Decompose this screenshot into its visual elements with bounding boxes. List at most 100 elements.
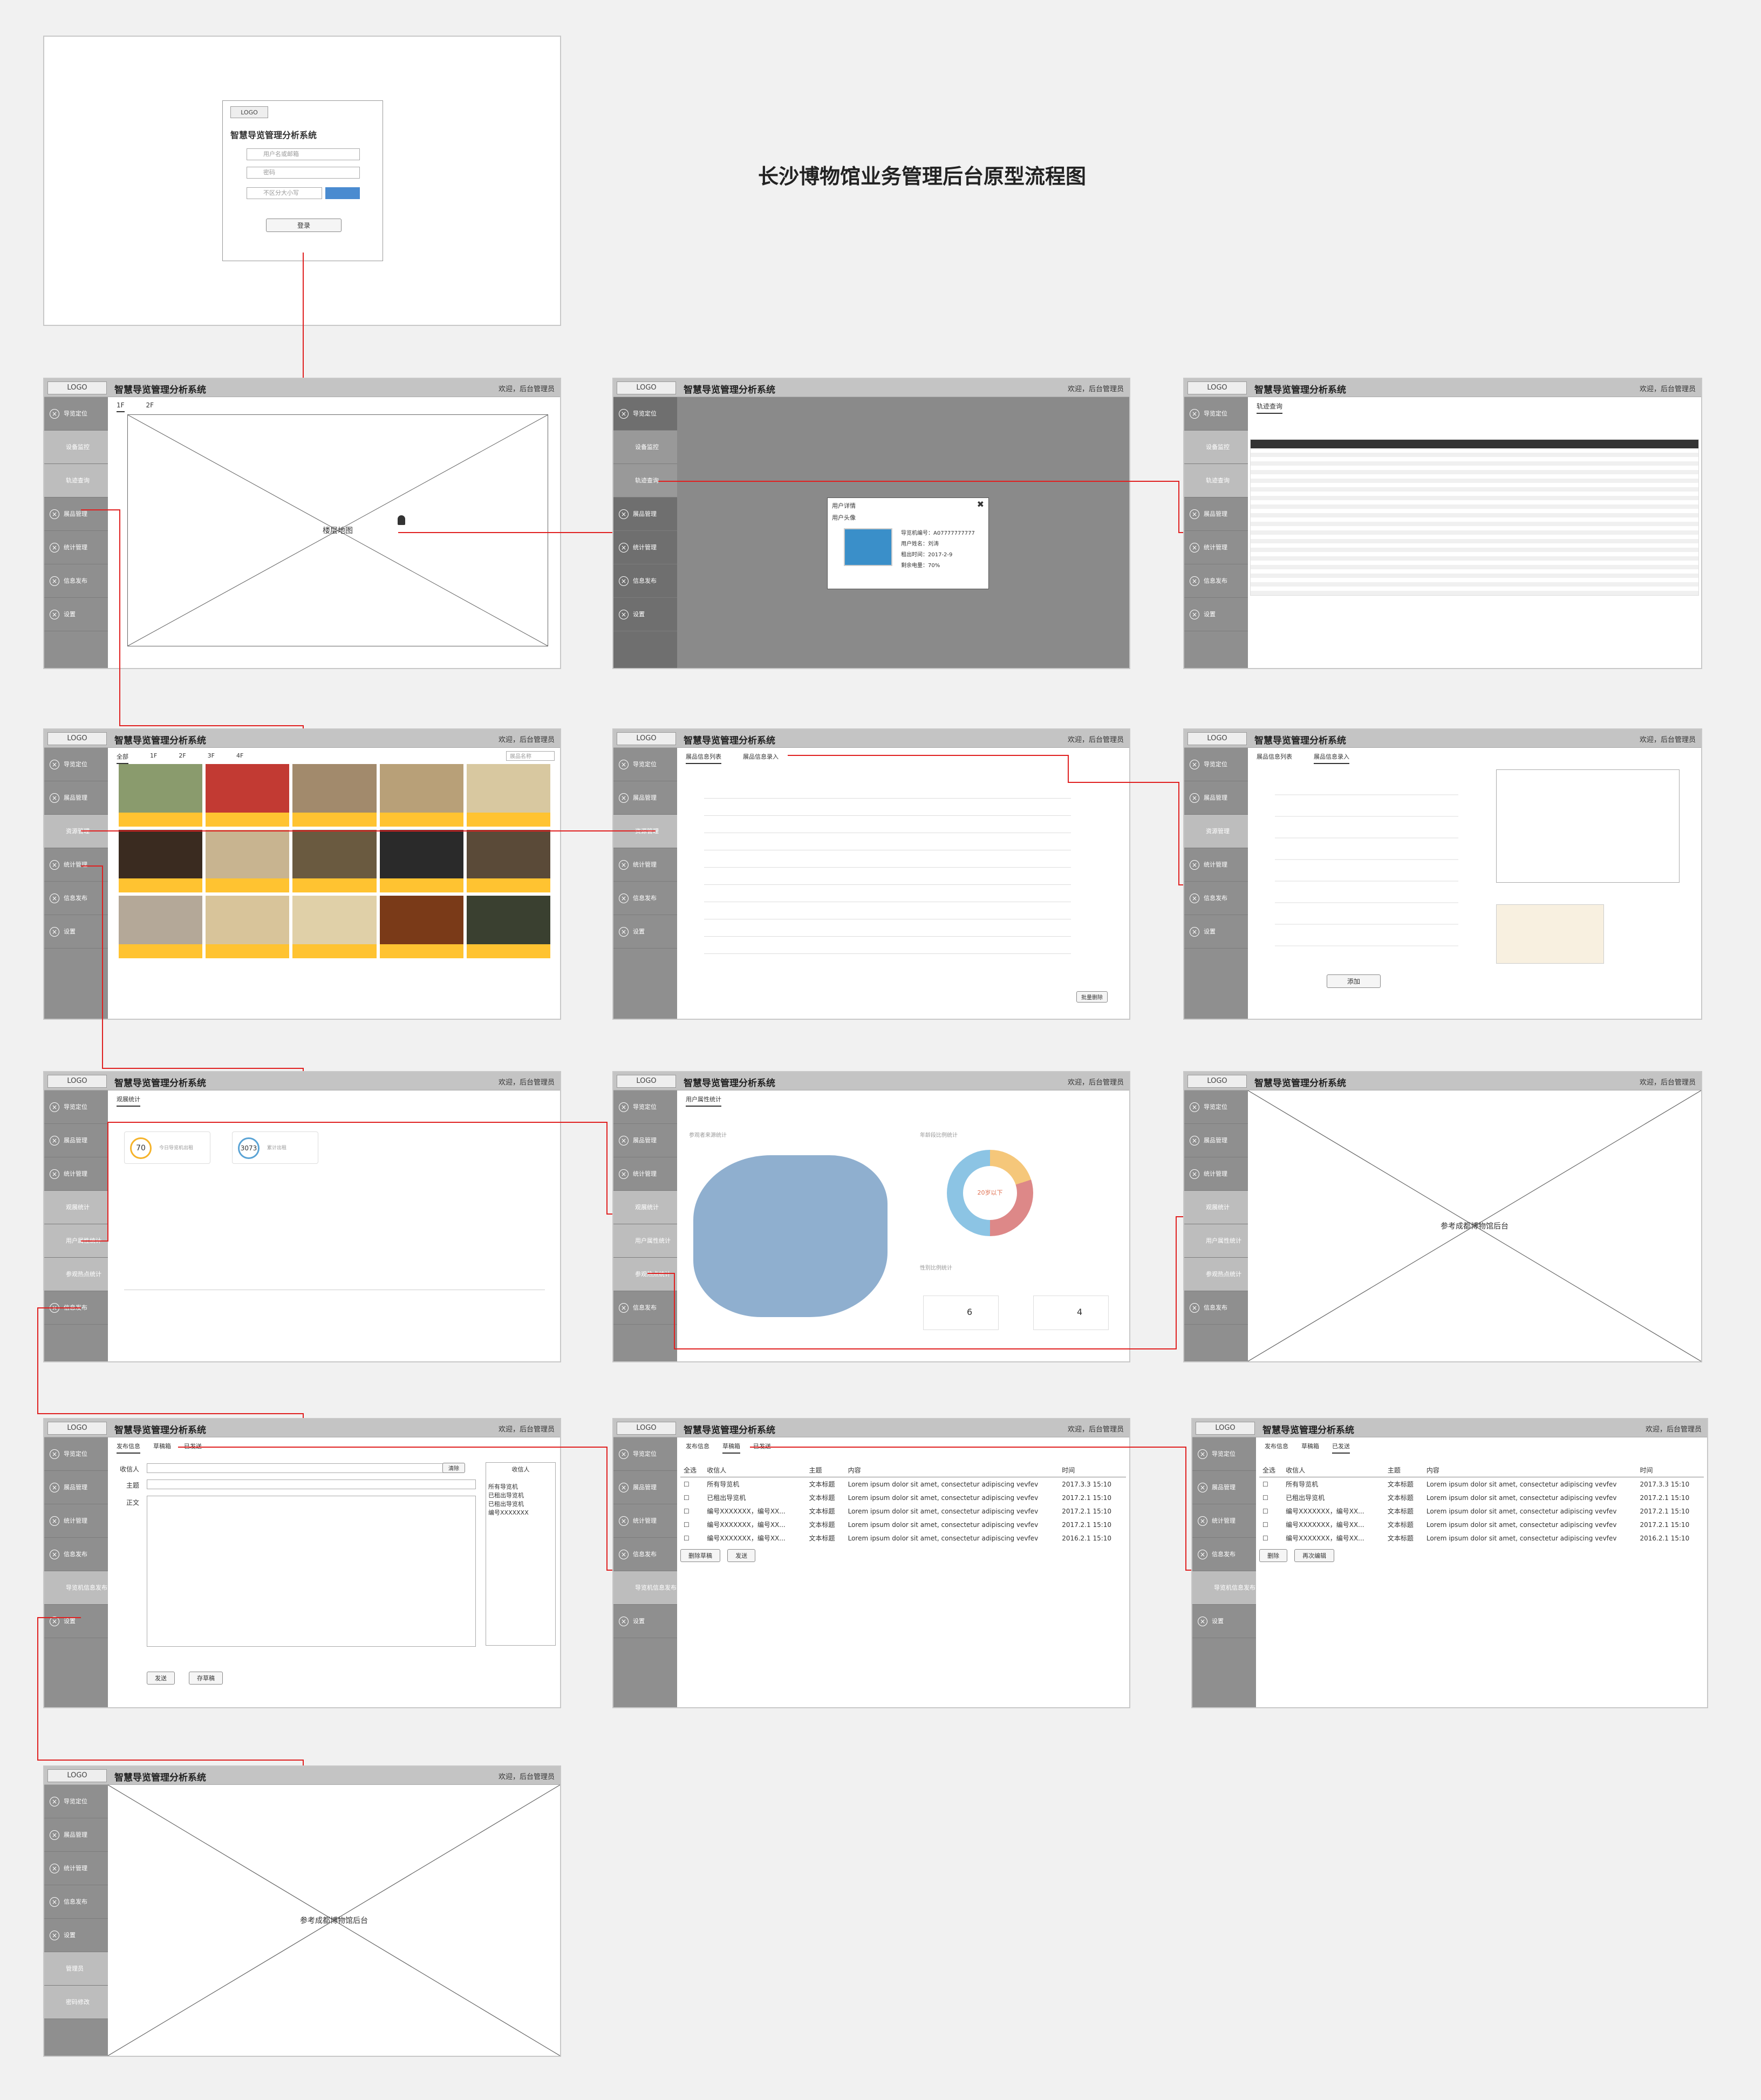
user-menu[interactable]: 欢迎，后台管理员 <box>498 385 555 393</box>
user-menu[interactable]: 欢迎，后台管理员 <box>1639 1079 1696 1087</box>
sidebar-item-message[interactable]: × 信息发布 <box>44 882 108 915</box>
send-button[interactable]: 发送 <box>727 1549 756 1562</box>
sidebar-item-position[interactable]: × 导览定位 <box>44 1785 108 1818</box>
sidebar-item-track[interactable]: 轨迹查询 <box>1184 464 1248 497</box>
sidebar-item-position[interactable]: × 导览定位 <box>613 1437 677 1471</box>
sidebar-item-track[interactable]: 轨迹查询 <box>44 464 108 497</box>
sidebar-item-visit-stats[interactable]: 观展统计 <box>44 1191 108 1224</box>
sidebar-item-resource[interactable]: 资源管理 <box>613 815 677 848</box>
user-menu[interactable]: 欢迎，后台管理员 <box>498 1426 555 1434</box>
exhibit-card[interactable] <box>206 830 290 892</box>
sidebar-item-admin[interactable]: 管理员 <box>44 1952 108 1986</box>
sidebar-item-exhibit[interactable]: × 展品管理 <box>613 497 677 531</box>
user-menu[interactable]: 欢迎，后台管理员 <box>1645 1426 1702 1434</box>
exhibit-card[interactable] <box>466 764 550 827</box>
sidebar-item-exhibit[interactable]: × 展品管理 <box>613 781 677 815</box>
sidebar-item-stats[interactable]: × 统计管理 <box>613 848 677 882</box>
sidebar-item-stats[interactable]: × 统计管理 <box>613 1157 677 1191</box>
sidebar-item-message[interactable]: × 信息发布 <box>613 1538 677 1571</box>
panel-item[interactable]: 已租出导览机 <box>488 1492 524 1499</box>
body-editor[interactable] <box>147 1496 476 1647</box>
tab-compose[interactable]: 发布信息 <box>686 1443 709 1450</box>
delete-draft-button[interactable]: 删除草稿 <box>680 1549 720 1562</box>
sidebar-item-exhibit[interactable]: × 展品管理 <box>613 1471 677 1504</box>
sidebar-item-position[interactable]: × 导览定位 <box>44 1437 108 1471</box>
tab-sent[interactable]: 已发送 <box>184 1443 202 1450</box>
sidebar-item-map-stats[interactable]: 参观热点统计 <box>613 1258 677 1291</box>
tab-compose[interactable]: 发布信息 <box>1265 1443 1288 1450</box>
sidebar-item-map-stats[interactable]: 参观热点统计 <box>44 1258 108 1291</box>
sidebar-item-settings[interactable]: × 设置 <box>44 915 108 949</box>
sidebar-item-user-stats[interactable]: 用户属性统计 <box>1184 1224 1248 1258</box>
tab-2f[interactable]: 2F <box>146 401 154 409</box>
tab-compose[interactable]: 发布信息 <box>117 1442 140 1454</box>
sidebar-item-message[interactable]: × 信息发布 <box>1192 1538 1256 1571</box>
user-menu[interactable]: 欢迎，后台管理员 <box>1639 385 1696 393</box>
tab-resource-list[interactable]: 展品信息列表 <box>1257 753 1292 760</box>
sidebar-item-resource[interactable]: 资源管理 <box>1184 815 1248 848</box>
exhibit-card[interactable] <box>119 764 203 827</box>
sidebar-item-stats[interactable]: × 统计管理 <box>44 848 108 882</box>
sidebar-item-exhibit[interactable]: × 展品管理 <box>1184 781 1248 815</box>
exhibit-card[interactable] <box>292 896 377 958</box>
sidebar-item-exhibit[interactable]: × 展品管理 <box>44 1818 108 1852</box>
tab-2f[interactable]: 2F <box>179 752 186 759</box>
header-select-all[interactable]: 全选 <box>1259 1463 1283 1477</box>
sidebar-item-position[interactable]: × 导览定位 <box>613 1090 677 1124</box>
add-button[interactable]: 添加 <box>1327 974 1381 988</box>
exhibit-card[interactable] <box>206 764 290 827</box>
sidebar-item-stats[interactable]: × 统计管理 <box>613 1504 677 1538</box>
sidebar-item-visit-stats[interactable]: 观展统计 <box>1184 1191 1248 1224</box>
tab-resource-list[interactable]: 展品信息列表 <box>686 752 721 764</box>
batch-delete-button[interactable]: 批量删除 <box>1076 991 1108 1003</box>
sidebar-item-message[interactable]: × 信息发布 <box>1184 564 1248 598</box>
exhibit-card[interactable] <box>379 764 463 827</box>
tab-sent[interactable]: 已发送 <box>753 1443 771 1450</box>
user-menu[interactable]: 欢迎，后台管理员 <box>498 1079 555 1087</box>
sidebar-item-settings[interactable]: × 设置 <box>44 1605 108 1638</box>
exhibit-card[interactable] <box>292 764 377 827</box>
password-field[interactable]: 密码 <box>247 167 360 179</box>
sidebar-item-settings[interactable]: × 设置 <box>613 598 677 631</box>
sidebar-item-exhibit[interactable]: × 展品管理 <box>44 497 108 531</box>
description-area[interactable] <box>1496 904 1604 964</box>
user-menu[interactable]: 欢迎，后台管理员 <box>1067 1426 1124 1434</box>
tab-all[interactable]: 全部 <box>117 752 128 764</box>
user-menu[interactable]: 欢迎，后台管理员 <box>1067 736 1124 744</box>
table-row[interactable]: ☐ 已租出导览机 文本标题 Lorem ipsum dolor sit amet, c… <box>680 1491 1126 1504</box>
sidebar-item-inbox[interactable]: 导览机信息发布 <box>44 1571 108 1605</box>
sidebar-item-map-stats[interactable]: 参观热点统计 <box>1184 1258 1248 1291</box>
tab-drafts[interactable]: 草稿箱 <box>1301 1443 1319 1450</box>
sidebar-item-device[interactable]: 设备监控 <box>613 431 677 464</box>
delete-button[interactable]: 删除 <box>1259 1549 1287 1562</box>
panel-item[interactable]: 编号XXXXXXX <box>488 1509 529 1516</box>
sidebar-item-exhibit[interactable]: × 展品管理 <box>1192 1471 1256 1504</box>
exhibit-card[interactable] <box>466 830 550 892</box>
sidebar-item-exhibit[interactable]: × 展品管理 <box>44 781 108 815</box>
sidebar-item-stats[interactable]: × 统计管理 <box>44 1852 108 1885</box>
sidebar-item-device[interactable]: 设备监控 <box>1184 431 1248 464</box>
tab-visit-stats[interactable]: 观展统计 <box>117 1095 140 1107</box>
subject-input[interactable] <box>147 1479 476 1489</box>
table-row[interactable]: ☐ 所有导览机 文本标题 Lorem ipsum dolor sit amet, co… <box>1259 1477 1704 1491</box>
sidebar-item-message[interactable]: × 信息发布 <box>1184 1291 1248 1325</box>
sidebar-item-resource[interactable]: 资源管理 <box>44 815 108 848</box>
captcha-image[interactable] <box>325 187 360 199</box>
tab-1f[interactable]: 1F <box>150 752 158 759</box>
header-select-all[interactable]: 全选 <box>680 1463 704 1477</box>
table-row[interactable]: ☐ 编号XXXXXXX，编号XX... 文本标题 Lorem ipsum dolor … <box>1259 1531 1704 1545</box>
user-menu[interactable]: 欢迎，后台管理员 <box>1067 1079 1124 1087</box>
table-row[interactable]: ☐ 编号XXXXXXX，编号XX... 文本标题 Lorem ipsum dolor … <box>680 1518 1126 1531</box>
sidebar-item-position[interactable]: × 导览定位 <box>44 397 108 431</box>
sidebar-item-inbox[interactable]: 导览机信息发布 <box>613 1571 677 1605</box>
sidebar-item-settings[interactable]: × 设置 <box>1192 1605 1256 1638</box>
receiver-input[interactable] <box>147 1463 443 1473</box>
login-button[interactable]: 登录 <box>266 219 342 232</box>
sidebar-item-track[interactable]: 轨迹查询 <box>613 464 677 497</box>
sidebar-item-stats[interactable]: × 统计管理 <box>44 1157 108 1191</box>
sidebar-item-message[interactable]: × 信息发布 <box>613 1291 677 1325</box>
sidebar-item-message[interactable]: × 信息发布 <box>44 1291 108 1325</box>
sidebar-item-settings[interactable]: × 设置 <box>44 598 108 631</box>
sidebar-item-position[interactable]: × 导览定位 <box>44 1090 108 1124</box>
send-button[interactable]: 发送 <box>147 1672 175 1685</box>
